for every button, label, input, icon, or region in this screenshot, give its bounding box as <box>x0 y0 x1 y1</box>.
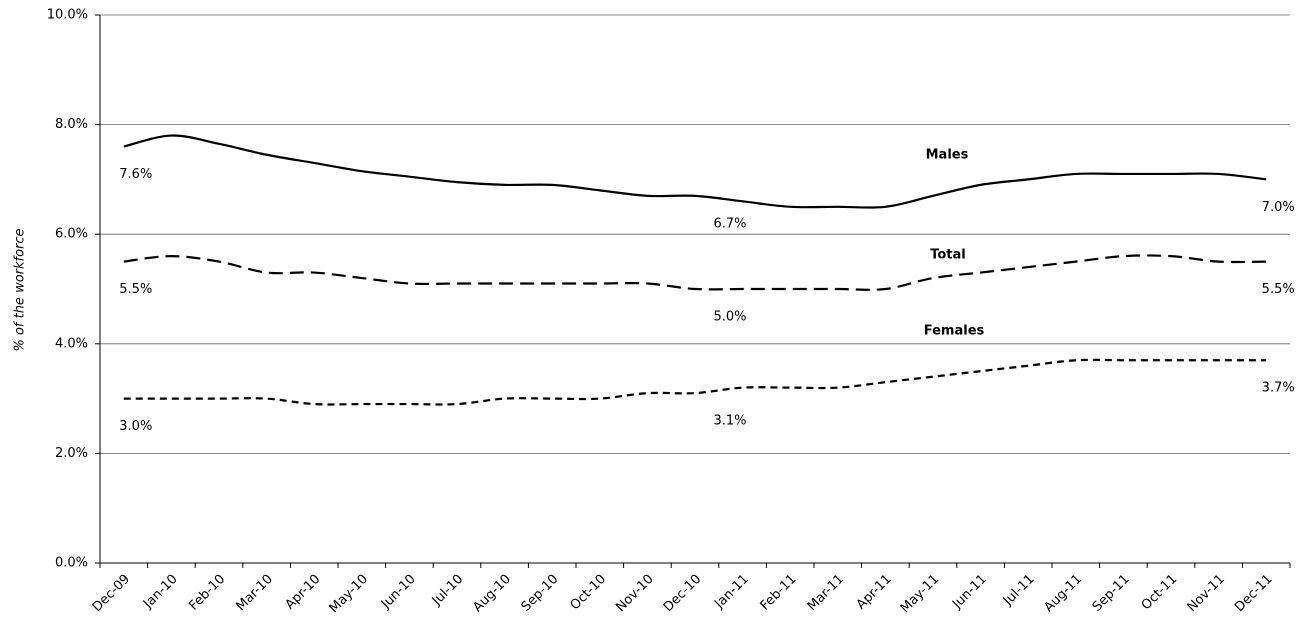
y-tick-label: 0.0% <box>55 556 88 571</box>
y-tick-label: 6.0% <box>55 227 88 242</box>
x-tick-label: Jul-11 <box>1000 572 1037 609</box>
series-name: Total <box>930 248 966 263</box>
x-tick-label: Feb-10 <box>186 572 228 614</box>
data-label: 5.0% <box>713 310 746 325</box>
series-name: Females <box>924 324 985 339</box>
x-tick-label: May-10 <box>327 572 371 616</box>
x-tick-label: Dec-11 <box>1232 572 1275 615</box>
x-tick-label: Nov-11 <box>1185 572 1228 615</box>
y-axis-label: % of the workforce <box>13 228 28 351</box>
x-tick-label: Jan-11 <box>711 572 752 613</box>
data-label: 3.0% <box>119 419 152 434</box>
data-label: 7.0% <box>1262 200 1295 215</box>
x-tick-label: Aug-11 <box>1042 572 1086 616</box>
data-label: 5.5% <box>1262 282 1295 297</box>
line <box>123 358 1267 406</box>
x-tick-label: Jan-10 <box>140 572 181 613</box>
series-name: Males <box>926 148 969 163</box>
x-tick-label: Feb-11 <box>758 572 800 614</box>
y-tick-label: 8.0% <box>55 117 88 132</box>
x-tick-label: Dec-10 <box>661 572 704 615</box>
x-tick-label: Sep-10 <box>519 572 562 615</box>
y-tick-label: 10.0% <box>47 8 88 23</box>
x-tick-label: Nov-10 <box>613 572 656 615</box>
x-tick-label: Jun-10 <box>378 572 419 613</box>
data-label: 5.5% <box>119 282 152 297</box>
x-tick-label: Jul-10 <box>429 572 466 609</box>
x-tick-label: Oct-10 <box>568 572 610 614</box>
x-tick-label: Jun-11 <box>949 572 990 613</box>
line <box>123 254 1267 291</box>
data-label: 6.7% <box>713 216 746 231</box>
data-label: 7.6% <box>119 167 152 182</box>
data-label: 3.1% <box>713 414 746 429</box>
x-tick-label: May-11 <box>898 572 942 616</box>
x-tick-label: Apr-10 <box>283 572 324 613</box>
x-tick-label: Apr-11 <box>854 572 895 613</box>
x-tick-label: Mar-10 <box>234 572 276 614</box>
x-tick-label: Oct-11 <box>1139 572 1181 614</box>
x-tick-label: Mar-11 <box>805 572 847 614</box>
x-tick-label: Aug-10 <box>470 572 514 616</box>
y-tick-label: 4.0% <box>55 336 88 351</box>
line <box>123 134 1267 209</box>
data-label: 3.7% <box>1262 381 1295 396</box>
x-tick-label: Sep-11 <box>1090 572 1133 615</box>
x-tick-label: Dec-09 <box>90 572 133 615</box>
y-tick-label: 2.0% <box>55 446 88 461</box>
